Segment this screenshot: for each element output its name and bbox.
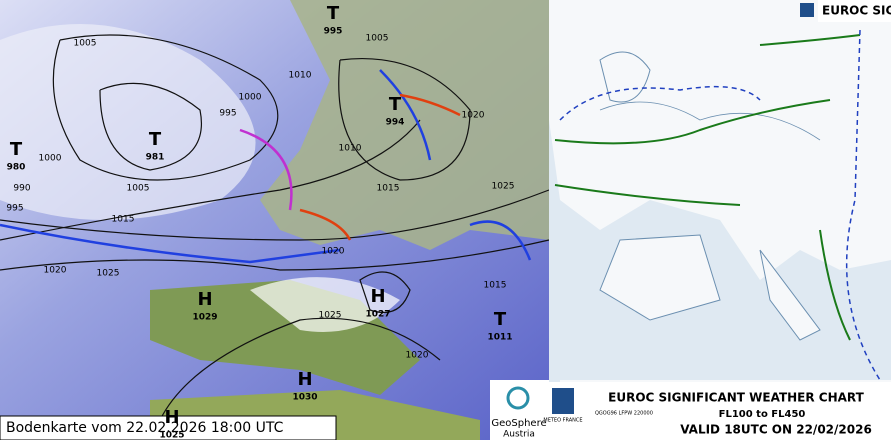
isobar-label: 1020	[44, 266, 67, 276]
sigwx-map: EUROC SIG METEO FRANCE QGOG96 LFPW 22000…	[543, 0, 891, 440]
isobar-label: 1015	[112, 215, 135, 225]
isobar-label: 1005	[74, 39, 97, 49]
isobar-label: 1025	[319, 311, 342, 321]
bulletin-code: QGOG96 LFPW 220000	[595, 411, 653, 417]
isobar-label: 1010	[339, 144, 362, 154]
validity: VALID 18UTC ON 22/02/2026	[680, 423, 872, 437]
logo-sub: Austria	[503, 430, 535, 440]
sigwx-header: EUROC SIG	[822, 4, 891, 18]
pressure-center-type: T	[10, 139, 23, 160]
isobar-label: 1025	[97, 269, 120, 279]
isobar-label: 1000	[39, 154, 62, 164]
issuer: METEO FRANCE	[543, 418, 582, 424]
pressure-center-value: 994	[386, 118, 405, 128]
isobar-label: 1005	[366, 34, 389, 44]
pressure-center-value: 1030	[292, 393, 317, 403]
pressure-center-value: 1029	[192, 313, 217, 323]
isobar-label: 1005	[127, 184, 150, 194]
pressure-center-type: T	[327, 3, 340, 24]
pressure-center-type: H	[197, 289, 212, 310]
isobar-label: 995	[219, 109, 236, 119]
pressure-center-value: 1025	[159, 431, 184, 440]
pressure-center-type: T	[494, 309, 507, 330]
isobar-label: 1020	[322, 247, 345, 257]
isobar-label: 1000	[239, 93, 262, 103]
isobar-label: 1020	[406, 351, 429, 361]
pressure-center-value: 980	[7, 163, 26, 173]
flight-levels: FL100 to FL450	[719, 409, 806, 420]
pressure-center-type: H	[370, 286, 385, 307]
pressure-center-value: 1011	[487, 333, 512, 343]
pressure-center-type: T	[149, 129, 162, 150]
pressure-center-type: H	[164, 407, 179, 428]
isobar-label: 1015	[484, 281, 507, 291]
logo-name: GeoSphere	[491, 418, 546, 429]
isobar-label: 1020	[462, 111, 485, 121]
isobar-label: 1010	[289, 71, 312, 81]
isobar-label: 1015	[377, 184, 400, 194]
sigwx-title: EUROC SIGNIFICANT WEATHER CHART	[608, 391, 864, 405]
surface-map: Bodenkarte vom 22.02.2026 18:00 UTC GeoS…	[0, 0, 550, 440]
isobar-label: 1025	[492, 182, 515, 192]
isobar-label: 995	[6, 204, 23, 214]
pressure-center-type: T	[389, 94, 402, 115]
pressure-center-type: H	[297, 369, 312, 390]
isobar-label: 990	[13, 184, 30, 194]
pressure-center-value: 1027	[365, 310, 390, 320]
pressure-center-value: 981	[146, 153, 165, 163]
pressure-center-value: 995	[324, 27, 343, 37]
map-caption: Bodenkarte vom 22.02.2026 18:00 UTC	[6, 420, 284, 436]
